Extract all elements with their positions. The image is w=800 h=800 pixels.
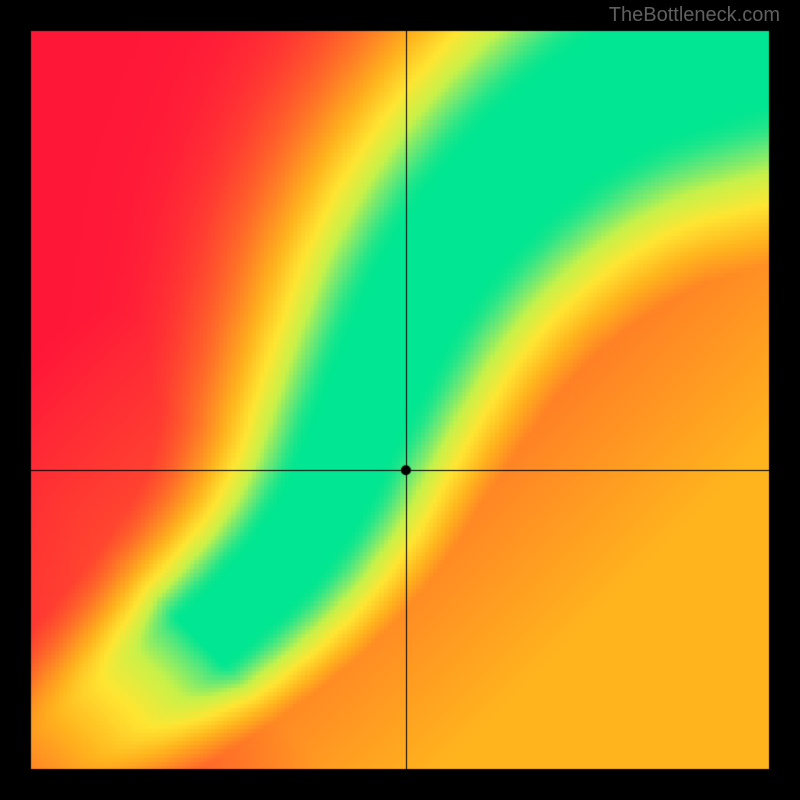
heatmap-chart [0,0,800,800]
watermark-text: TheBottleneck.com [609,4,780,27]
